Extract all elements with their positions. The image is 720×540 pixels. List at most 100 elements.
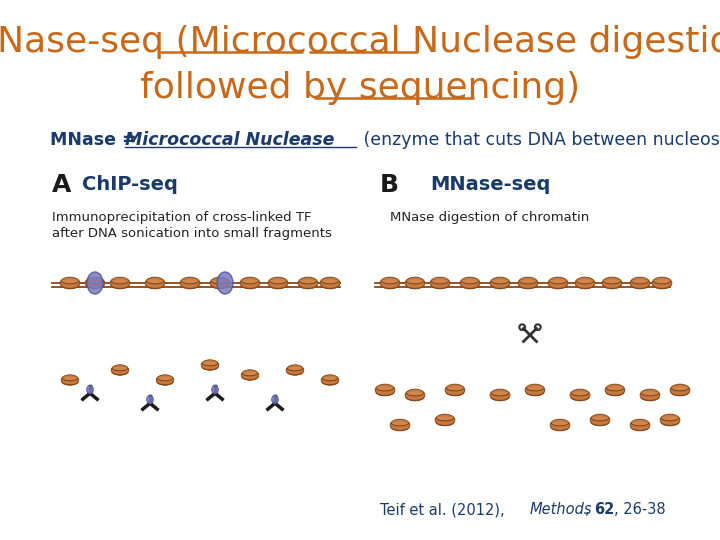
Ellipse shape (670, 384, 690, 396)
Text: ChIP-seq: ChIP-seq (82, 176, 178, 194)
Text: A: A (52, 173, 71, 197)
Ellipse shape (145, 277, 165, 289)
Ellipse shape (435, 414, 455, 426)
Ellipse shape (156, 375, 174, 385)
Ellipse shape (320, 277, 340, 289)
Ellipse shape (375, 384, 395, 396)
Text: after DNA sonication into small fragments: after DNA sonication into small fragment… (52, 226, 332, 240)
Ellipse shape (288, 367, 302, 371)
Text: ,: , (585, 503, 594, 517)
Ellipse shape (592, 416, 608, 421)
Ellipse shape (113, 367, 127, 371)
Text: Methods: Methods (530, 503, 593, 517)
Ellipse shape (490, 277, 510, 289)
Ellipse shape (158, 377, 172, 381)
Ellipse shape (271, 395, 279, 404)
Text: MNase-seq (Micrococcal Nuclease digestion: MNase-seq (Micrococcal Nuclease digestio… (0, 25, 720, 59)
Ellipse shape (445, 384, 465, 396)
Ellipse shape (407, 392, 423, 396)
Ellipse shape (590, 414, 610, 426)
Ellipse shape (61, 375, 78, 385)
Ellipse shape (605, 384, 625, 396)
Ellipse shape (662, 416, 678, 421)
Text: 62: 62 (594, 503, 614, 517)
Ellipse shape (520, 279, 536, 284)
Text: followed by sequencing): followed by sequencing) (140, 71, 580, 105)
Ellipse shape (87, 279, 103, 284)
Text: , 26-38: , 26-38 (614, 503, 665, 517)
Text: MNase =: MNase = (50, 131, 143, 149)
Ellipse shape (270, 279, 286, 284)
Ellipse shape (607, 387, 623, 391)
Ellipse shape (240, 277, 260, 289)
Ellipse shape (570, 389, 590, 401)
Ellipse shape (518, 277, 538, 289)
Ellipse shape (604, 279, 620, 284)
Ellipse shape (201, 360, 219, 370)
Ellipse shape (575, 277, 595, 289)
Ellipse shape (111, 365, 129, 375)
Ellipse shape (602, 277, 622, 289)
Ellipse shape (527, 387, 543, 391)
Text: Immunoprecipitation of cross-linked TF: Immunoprecipitation of cross-linked TF (52, 212, 312, 225)
Ellipse shape (652, 277, 672, 289)
Ellipse shape (632, 421, 648, 426)
Ellipse shape (380, 277, 400, 289)
Ellipse shape (390, 419, 410, 431)
Ellipse shape (86, 386, 94, 394)
Ellipse shape (437, 416, 453, 421)
Ellipse shape (322, 279, 338, 284)
Ellipse shape (323, 377, 337, 381)
Ellipse shape (552, 421, 568, 426)
Ellipse shape (60, 277, 80, 289)
Ellipse shape (490, 389, 510, 401)
Ellipse shape (630, 419, 650, 431)
Ellipse shape (243, 372, 257, 376)
Ellipse shape (63, 377, 77, 381)
Ellipse shape (430, 277, 450, 289)
Ellipse shape (203, 362, 217, 366)
Ellipse shape (550, 279, 566, 284)
Ellipse shape (268, 277, 288, 289)
Ellipse shape (654, 279, 670, 284)
Ellipse shape (577, 279, 593, 284)
Ellipse shape (300, 279, 316, 284)
Ellipse shape (147, 279, 163, 284)
Ellipse shape (392, 421, 408, 426)
Text: (enzyme that cuts DNA between nucleosomes): (enzyme that cuts DNA between nucleosome… (358, 131, 720, 149)
Ellipse shape (287, 365, 304, 375)
Ellipse shape (548, 277, 568, 289)
Ellipse shape (525, 384, 545, 396)
Ellipse shape (298, 277, 318, 289)
Ellipse shape (85, 277, 105, 289)
Ellipse shape (242, 279, 258, 284)
Ellipse shape (630, 277, 650, 289)
Ellipse shape (112, 279, 128, 284)
Ellipse shape (210, 277, 230, 289)
Ellipse shape (432, 279, 448, 284)
Ellipse shape (492, 392, 508, 396)
Ellipse shape (180, 277, 200, 289)
Text: MNase-seq: MNase-seq (430, 176, 550, 194)
Ellipse shape (321, 375, 339, 385)
Ellipse shape (110, 277, 130, 289)
Ellipse shape (62, 279, 78, 284)
Text: B: B (380, 173, 399, 197)
Ellipse shape (182, 279, 198, 284)
Ellipse shape (212, 279, 228, 284)
Ellipse shape (241, 370, 258, 380)
Ellipse shape (642, 392, 658, 396)
Ellipse shape (405, 389, 425, 401)
Ellipse shape (462, 279, 478, 284)
Text: MNase digestion of chromatin: MNase digestion of chromatin (390, 212, 589, 225)
Ellipse shape (660, 414, 680, 426)
Ellipse shape (87, 272, 103, 294)
Ellipse shape (212, 386, 218, 394)
Ellipse shape (217, 272, 233, 294)
Ellipse shape (447, 387, 463, 391)
Ellipse shape (550, 419, 570, 431)
Ellipse shape (672, 387, 688, 391)
Text: Teif et al. (2012),: Teif et al. (2012), (380, 503, 509, 517)
Text: Micrococcal Nuclease: Micrococcal Nuclease (125, 131, 334, 149)
Ellipse shape (147, 395, 153, 404)
